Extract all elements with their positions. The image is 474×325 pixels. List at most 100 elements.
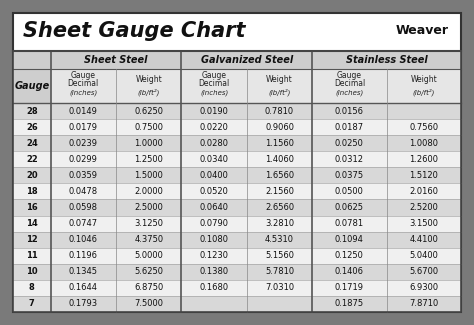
Bar bbox=[116, 69, 182, 103]
Text: 16: 16 bbox=[26, 203, 37, 212]
Bar bbox=[13, 183, 51, 200]
Bar bbox=[13, 215, 51, 232]
Bar bbox=[51, 296, 116, 312]
Text: 0.0781: 0.0781 bbox=[335, 219, 364, 228]
Bar bbox=[51, 69, 116, 103]
Bar bbox=[387, 280, 461, 296]
Text: 1.6560: 1.6560 bbox=[265, 171, 294, 180]
Bar bbox=[116, 200, 182, 215]
Text: 5.0000: 5.0000 bbox=[134, 251, 163, 260]
Bar bbox=[51, 200, 116, 215]
Text: 0.0250: 0.0250 bbox=[335, 139, 364, 148]
Text: 4.4100: 4.4100 bbox=[410, 235, 438, 244]
Text: 2.6560: 2.6560 bbox=[265, 203, 294, 212]
Bar bbox=[247, 167, 312, 183]
Bar bbox=[247, 215, 312, 232]
Bar bbox=[312, 51, 461, 69]
Text: Decimal: Decimal bbox=[199, 79, 230, 87]
Text: 2.5000: 2.5000 bbox=[134, 203, 163, 212]
Bar bbox=[182, 232, 247, 248]
Bar bbox=[312, 215, 387, 232]
Text: 3.2810: 3.2810 bbox=[265, 219, 294, 228]
Bar bbox=[182, 264, 247, 280]
Bar bbox=[312, 69, 387, 103]
Bar bbox=[182, 119, 247, 135]
Bar bbox=[51, 51, 182, 69]
Bar bbox=[13, 151, 51, 167]
Bar bbox=[182, 69, 247, 103]
Text: 1.2500: 1.2500 bbox=[134, 155, 163, 164]
Bar bbox=[51, 280, 116, 296]
Bar bbox=[387, 119, 461, 135]
Text: 4.3750: 4.3750 bbox=[134, 235, 163, 244]
Text: 1.0080: 1.0080 bbox=[410, 139, 438, 148]
Text: 0.1080: 0.1080 bbox=[200, 235, 228, 244]
Text: 0.1380: 0.1380 bbox=[200, 267, 228, 276]
Text: (inches): (inches) bbox=[200, 90, 228, 96]
Text: 0.1046: 0.1046 bbox=[69, 235, 98, 244]
Bar bbox=[182, 183, 247, 200]
Bar bbox=[247, 69, 312, 103]
Text: 7.5000: 7.5000 bbox=[134, 299, 163, 308]
Bar bbox=[13, 103, 51, 119]
Text: Gauge: Gauge bbox=[337, 72, 362, 81]
Text: 0.7500: 0.7500 bbox=[134, 123, 163, 132]
Bar bbox=[116, 151, 182, 167]
Text: 7.0310: 7.0310 bbox=[265, 283, 294, 292]
Text: 1.2600: 1.2600 bbox=[410, 155, 438, 164]
Bar bbox=[13, 119, 51, 135]
Text: 0.1644: 0.1644 bbox=[69, 283, 98, 292]
Text: 0.1406: 0.1406 bbox=[335, 267, 364, 276]
Text: 18: 18 bbox=[26, 187, 37, 196]
Text: 2.0000: 2.0000 bbox=[134, 187, 163, 196]
Bar bbox=[247, 135, 312, 151]
Text: 0.0640: 0.0640 bbox=[200, 203, 228, 212]
Bar bbox=[13, 232, 51, 248]
Text: 0.0359: 0.0359 bbox=[69, 171, 98, 180]
Bar bbox=[312, 232, 387, 248]
Text: 1.1560: 1.1560 bbox=[265, 139, 294, 148]
Bar bbox=[51, 183, 116, 200]
Text: Weight: Weight bbox=[410, 75, 437, 84]
Text: Gauge: Gauge bbox=[14, 81, 49, 91]
Bar bbox=[312, 200, 387, 215]
Text: 20: 20 bbox=[26, 171, 37, 180]
Text: 0.7560: 0.7560 bbox=[409, 123, 438, 132]
Bar bbox=[387, 183, 461, 200]
Bar bbox=[247, 248, 312, 264]
Text: 26: 26 bbox=[26, 123, 37, 132]
Bar bbox=[182, 248, 247, 264]
Text: Decimal: Decimal bbox=[334, 79, 365, 87]
Text: 2.5200: 2.5200 bbox=[410, 203, 438, 212]
Bar bbox=[247, 151, 312, 167]
Bar bbox=[182, 167, 247, 183]
Text: 0.0400: 0.0400 bbox=[200, 171, 228, 180]
Bar bbox=[387, 167, 461, 183]
Bar bbox=[182, 135, 247, 151]
Text: 14: 14 bbox=[26, 219, 37, 228]
Bar bbox=[13, 264, 51, 280]
Bar bbox=[13, 296, 51, 312]
Text: 12: 12 bbox=[26, 235, 37, 244]
Text: 2.0160: 2.0160 bbox=[410, 187, 438, 196]
Text: 0.0179: 0.0179 bbox=[69, 123, 98, 132]
Text: 0.0747: 0.0747 bbox=[69, 219, 98, 228]
Text: 5.6700: 5.6700 bbox=[409, 267, 438, 276]
Bar bbox=[387, 296, 461, 312]
Bar bbox=[387, 215, 461, 232]
Text: 1.5120: 1.5120 bbox=[410, 171, 438, 180]
Bar bbox=[13, 200, 51, 215]
Bar bbox=[312, 280, 387, 296]
Bar bbox=[116, 280, 182, 296]
Text: 7.8710: 7.8710 bbox=[409, 299, 438, 308]
Text: 0.0598: 0.0598 bbox=[69, 203, 98, 212]
Bar bbox=[247, 232, 312, 248]
Bar bbox=[312, 151, 387, 167]
Text: 5.1560: 5.1560 bbox=[265, 251, 294, 260]
Text: 0.1196: 0.1196 bbox=[69, 251, 98, 260]
Bar bbox=[51, 215, 116, 232]
Bar bbox=[312, 248, 387, 264]
Bar bbox=[51, 151, 116, 167]
Bar bbox=[247, 296, 312, 312]
Bar bbox=[182, 103, 247, 119]
